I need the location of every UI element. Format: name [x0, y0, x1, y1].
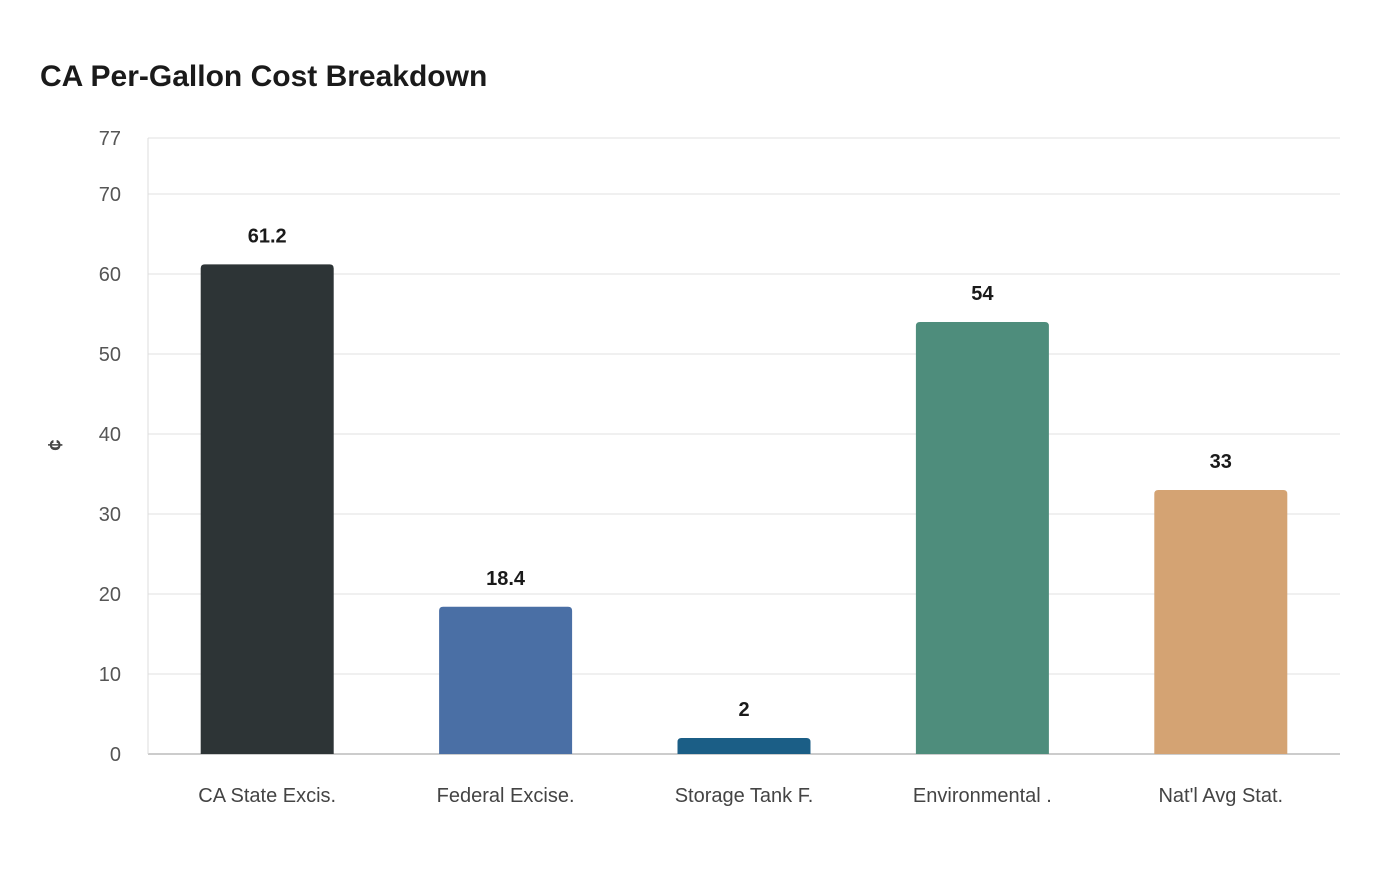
y-tick-label: 30: [99, 504, 121, 526]
bar: [915, 322, 1049, 754]
x-tick-label: Federal Excise.: [437, 785, 575, 807]
bar: [1154, 490, 1288, 754]
bar: [200, 264, 334, 754]
data-label: 33: [1210, 451, 1232, 473]
data-label: 2: [738, 699, 749, 721]
y-tick-label: 10: [99, 664, 121, 686]
y-axis-label: ¢: [45, 439, 67, 450]
data-label: 61.2: [248, 225, 287, 247]
x-tick-label: Environmental .: [913, 785, 1052, 807]
x-tick-label: Nat'l Avg Stat.: [1158, 785, 1283, 807]
y-tick-label: 60: [99, 264, 121, 286]
y-tick-label: 50: [99, 344, 121, 366]
y-tick-label: 77: [99, 128, 121, 150]
y-tick-label: 70: [99, 184, 121, 206]
data-label: 18.4: [486, 568, 526, 590]
x-tick-label: Storage Tank F.: [675, 785, 814, 807]
bar: [677, 738, 811, 754]
y-tick-label: 20: [99, 584, 121, 606]
y-tick-label: 0: [110, 744, 121, 766]
x-tick-label: CA State Excis.: [198, 785, 336, 807]
y-tick-label: 40: [99, 424, 121, 446]
data-label: 54: [971, 283, 994, 305]
chart-title: CA Per-Gallon Cost Breakdown: [40, 60, 488, 93]
bar: [439, 606, 573, 754]
